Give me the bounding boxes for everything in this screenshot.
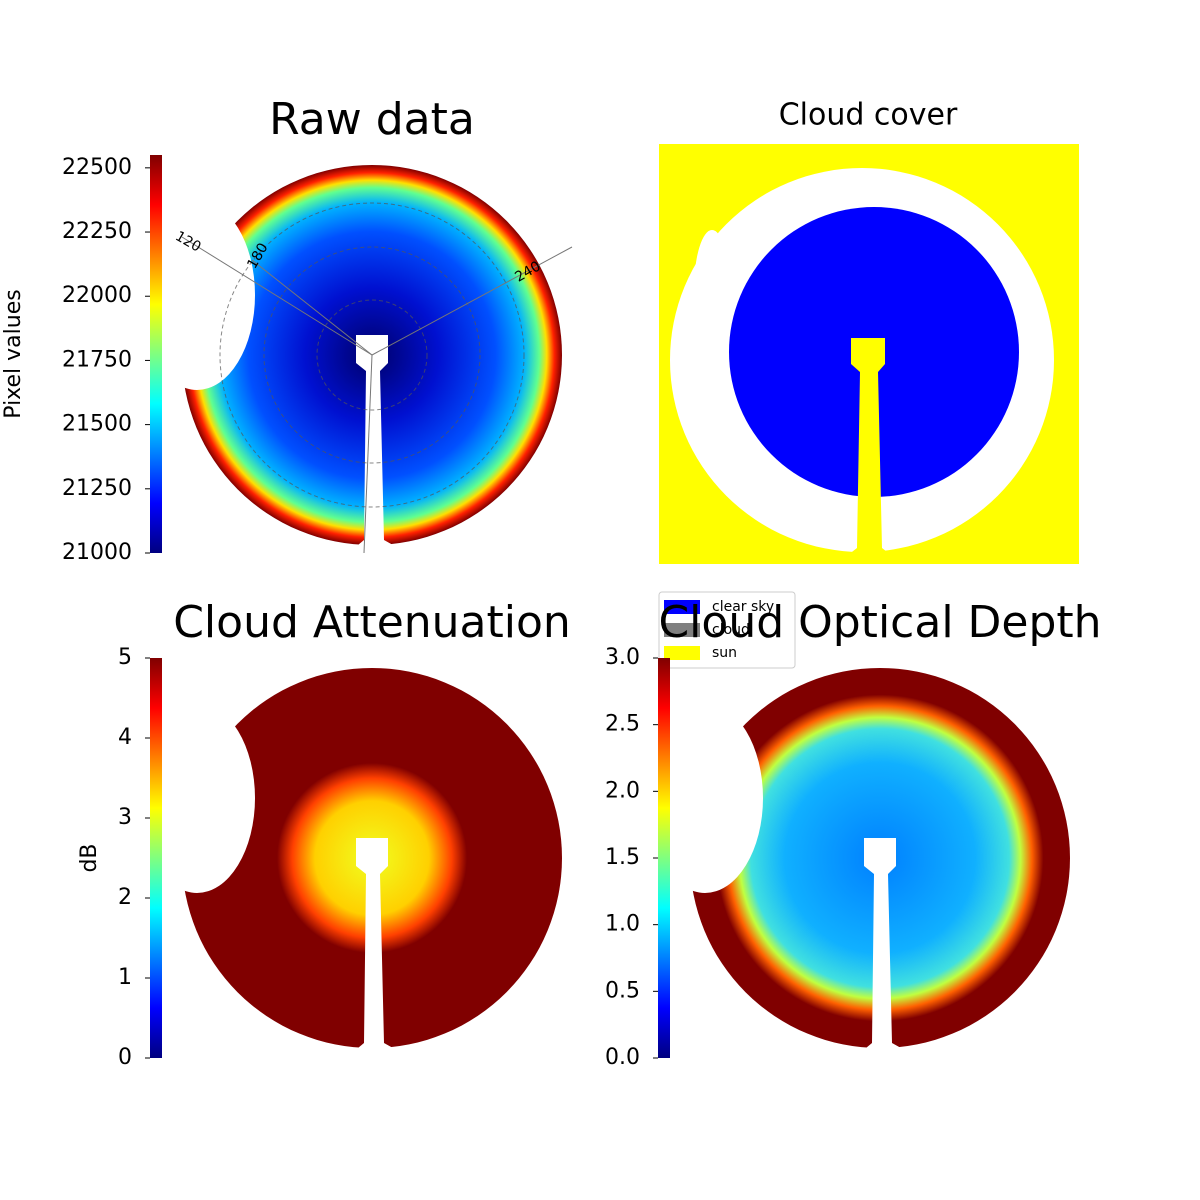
legend-swatch: [664, 623, 700, 637]
legend-label: clear sky: [712, 599, 774, 615]
colorbar-label: Pixel values: [1, 289, 26, 418]
colorbar-tick-label: 21500: [62, 412, 132, 437]
colorbar-label: dB: [77, 843, 102, 872]
colorbar-tick-label: 21750: [62, 347, 132, 372]
legend-label: cloud: [712, 622, 750, 638]
colorbar-tick-label: 2.0: [605, 778, 640, 803]
attenuation-image: [132, 668, 572, 1070]
colorbar-tick-label: 1.0: [605, 912, 640, 937]
colorbar-tick-label: 22000: [62, 283, 132, 308]
colorbar-tick-label: 1.5: [605, 845, 640, 870]
colorbar-tick-label: 0.5: [605, 978, 640, 1003]
colorbar-tick-label: 5: [118, 645, 132, 670]
optical-depth-image: [640, 668, 1080, 1070]
colorbar: [150, 658, 162, 1058]
raw-image: [132, 165, 573, 567]
chart-title: Cloud Attenuation: [173, 597, 571, 648]
colorbar: [150, 155, 162, 553]
colorbar-tick-label: 22250: [62, 219, 132, 244]
colorbar-tick-label: 1: [118, 965, 132, 990]
colorbar-tick-label: 4: [118, 725, 132, 750]
colorbar-tick-label: 21250: [62, 476, 132, 501]
chart-title: Raw data: [269, 94, 475, 145]
colorbar-tick-label: 2: [118, 885, 132, 910]
colorbar-tick-label: 22500: [62, 155, 132, 180]
legend-label: sun: [712, 645, 737, 661]
legend-swatch: [664, 600, 700, 614]
chart-title: Cloud Optical Depth: [658, 597, 1101, 648]
chart-title: Cloud cover: [779, 98, 958, 133]
colorbar-tick-label: 3: [118, 805, 132, 830]
colorbar-tick-label: 2.5: [605, 712, 640, 737]
colorbar: [658, 658, 670, 1058]
legend-swatch: [664, 646, 700, 660]
colorbar-tick-label: 0: [118, 1045, 132, 1070]
cloud-cover-image: [659, 144, 1079, 564]
colorbar-tick-label: 21000: [62, 540, 132, 565]
colorbar-tick-label: 0.0: [605, 1045, 640, 1070]
colorbar-tick-label: 3.0: [605, 645, 640, 670]
